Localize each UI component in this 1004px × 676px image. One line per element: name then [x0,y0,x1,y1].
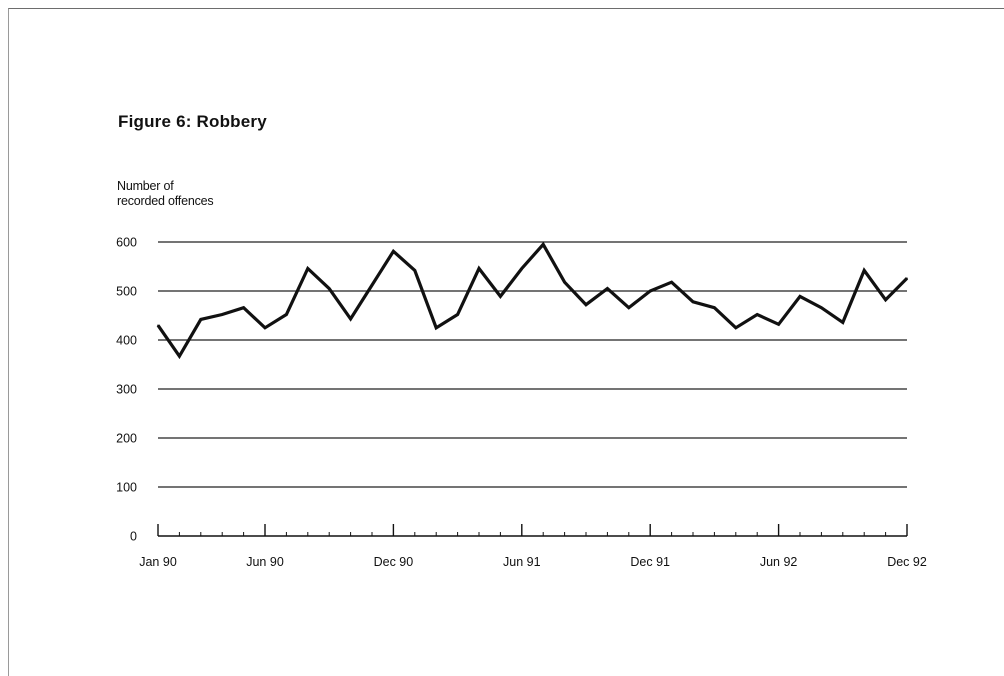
data-point [884,299,887,301]
data-point [178,355,181,357]
y-tick-label: 0 [130,530,137,544]
x-tick-label: Jun 91 [503,555,541,569]
page-frame [8,8,1004,676]
x-axis [157,524,908,537]
figure-title: Figure 6: Robbery [118,112,267,131]
data-point [542,243,544,246]
data-point [735,326,737,329]
y-tick-label: 100 [116,481,137,495]
data-point [585,303,587,306]
data-point [563,281,566,283]
x-tick-label: Dec 92 [887,555,927,569]
data-point [285,313,288,316]
data-point [692,300,694,303]
data-point [842,321,844,324]
x-tick-label: Jun 90 [246,555,284,569]
data-point [307,267,309,270]
data-point [906,277,908,280]
y-axis-caption-line-2: recorded offences [117,194,214,208]
x-tick-label: Dec 90 [374,555,414,569]
series-layer [156,241,909,360]
data-point [606,287,609,290]
y-tick-label: 200 [116,432,137,446]
y-tick-label: 300 [116,383,137,397]
data-point [499,295,502,298]
x-tick-labels: Jan 90 Jun 90 Dec 90 Jun 91 Dec 91 Jun 92 Dec … [139,555,927,569]
y-tick-label: 500 [116,285,137,299]
data-point [456,313,459,316]
data-point [242,306,245,309]
data-point [435,326,438,329]
data-point [521,267,523,270]
data-point [713,306,716,309]
x-tick-label: Jan 90 [139,555,177,569]
data-point [777,323,780,326]
data-point [349,318,352,320]
y-axis-caption-line-1: Number of [117,179,174,193]
x-tick-label: Jun 92 [760,555,798,569]
data-point [414,269,416,272]
y-tick-label: 600 [116,236,137,250]
data-point [649,290,651,292]
data-point [392,250,395,253]
data-point [157,324,159,327]
x-tick-label: Dec 91 [630,555,670,569]
data-point [863,269,865,272]
data-point [799,295,801,298]
data-point [200,318,202,321]
data-point [221,313,223,316]
gridlines [158,241,907,488]
series-line [156,241,909,360]
data-point [670,281,673,283]
data-point [756,313,758,316]
data-point [628,306,630,309]
y-tick-labels: 0 100 200 300 400 500 600 [116,236,137,544]
y-axis-caption: Number of recorded offences [117,179,214,209]
data-point [478,267,480,270]
data-point [328,287,331,290]
data-point [371,284,373,286]
data-point [820,306,823,309]
data-point [264,326,266,329]
y-tick-label: 400 [116,334,137,348]
